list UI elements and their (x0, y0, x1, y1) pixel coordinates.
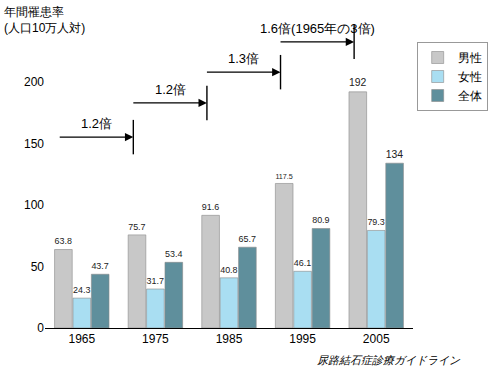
svg-text:2005: 2005 (363, 332, 390, 346)
svg-text:1.2倍: 1.2倍 (81, 116, 112, 131)
svg-text:50: 50 (31, 260, 45, 274)
svg-text:40.8: 40.8 (220, 265, 237, 275)
svg-text:150: 150 (24, 137, 44, 151)
svg-text:53.4: 53.4 (165, 249, 182, 259)
svg-text:46.1: 46.1 (294, 258, 311, 268)
svg-text:24.3: 24.3 (73, 285, 90, 295)
svg-text:尿路結石症診療ガイドライン: 尿路結石症診療ガイドライン (317, 354, 461, 366)
svg-text:192: 192 (349, 77, 367, 88)
svg-text:91.6: 91.6 (202, 202, 219, 212)
svg-text:全体: 全体 (458, 89, 482, 103)
svg-text:1975: 1975 (142, 332, 169, 346)
svg-text:男性: 男性 (458, 51, 482, 65)
svg-text:1.6倍(1965年の3倍): 1.6倍(1965年の3倍) (260, 21, 375, 36)
svg-text:100: 100 (24, 198, 44, 212)
svg-text:1995: 1995 (289, 332, 316, 346)
svg-text:134: 134 (386, 149, 404, 160)
svg-text:年間罹患率(人口10万人対): 年間罹患率(人口10万人対) (4, 5, 85, 35)
svg-text:65.7: 65.7 (239, 234, 256, 244)
svg-text:117.5: 117.5 (275, 172, 292, 181)
svg-text:31.7: 31.7 (147, 276, 164, 286)
svg-text:0: 0 (37, 321, 44, 335)
svg-text:女性: 女性 (458, 70, 482, 84)
svg-text:1985: 1985 (216, 332, 243, 346)
svg-text:75.7: 75.7 (128, 222, 145, 232)
svg-text:63.8: 63.8 (55, 236, 72, 246)
svg-text:80.9: 80.9 (312, 215, 329, 225)
svg-text:1965: 1965 (68, 332, 95, 346)
svg-text:200: 200 (24, 75, 44, 89)
svg-text:43.7: 43.7 (91, 261, 108, 271)
svg-text:1.3倍: 1.3倍 (228, 51, 259, 66)
svg-text:79.3: 79.3 (367, 217, 384, 227)
svg-text:1.2倍: 1.2倍 (155, 82, 186, 97)
